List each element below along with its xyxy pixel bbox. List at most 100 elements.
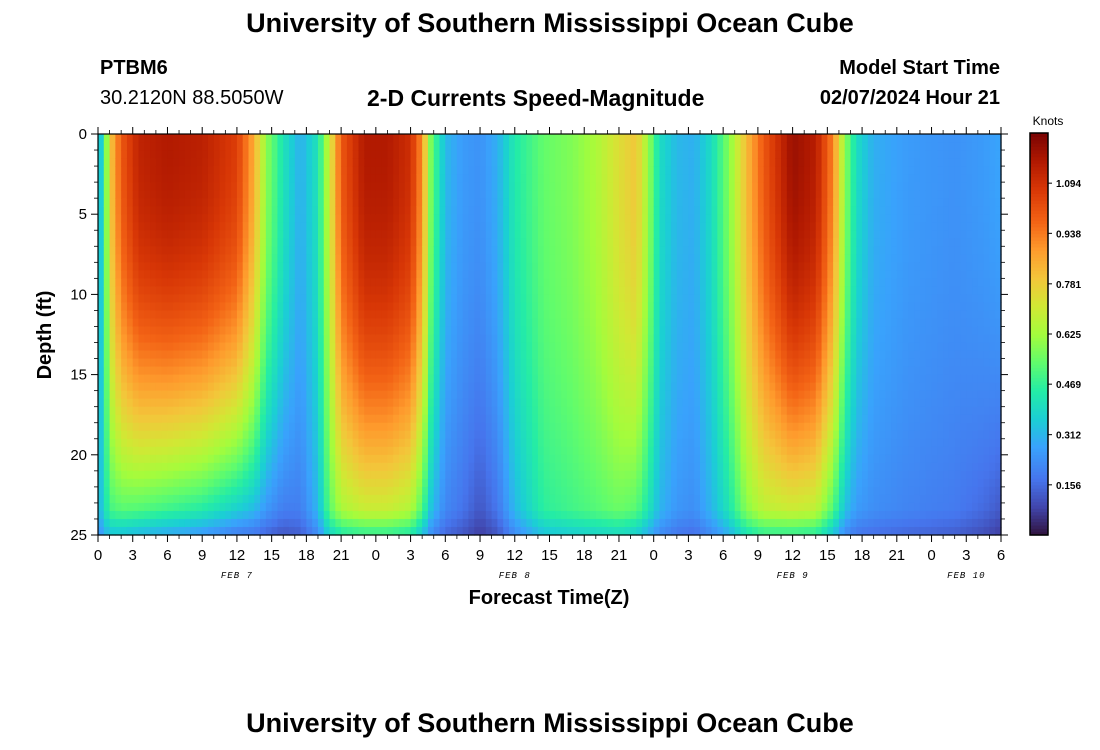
heatmap-cell xyxy=(537,142,545,151)
heatmap-cell xyxy=(346,486,354,496)
heatmap-cell xyxy=(433,134,441,143)
heatmap-cell xyxy=(572,510,580,520)
heatmap-cell xyxy=(184,342,192,352)
heatmap-cell xyxy=(155,190,163,199)
heatmap-cell xyxy=(364,326,371,336)
heatmap-cell xyxy=(456,238,464,247)
heatmap-cell xyxy=(653,238,661,247)
heatmap-cell xyxy=(439,174,446,183)
heatmap-cell xyxy=(451,254,458,263)
heatmap-cell xyxy=(242,358,250,368)
heatmap-cell xyxy=(624,398,632,408)
heatmap-cell xyxy=(601,182,608,191)
heatmap-cell xyxy=(265,246,273,255)
heatmap-cell xyxy=(433,510,441,520)
heatmap-cell xyxy=(653,326,661,336)
heatmap-cell xyxy=(254,350,261,360)
heatmap-cell xyxy=(595,142,603,151)
heatmap-cell xyxy=(144,494,151,504)
heatmap-cell xyxy=(416,286,423,295)
heatmap-cell xyxy=(497,278,504,287)
heatmap-cell xyxy=(260,270,267,279)
heatmap-cell xyxy=(427,478,435,488)
heatmap-cell xyxy=(630,238,637,247)
heatmap-cell xyxy=(219,470,226,480)
heatmap-cell xyxy=(375,398,383,408)
heatmap-cell xyxy=(584,334,591,344)
heatmap-cell xyxy=(671,286,678,295)
heatmap-cell xyxy=(115,238,122,247)
heatmap-cell xyxy=(387,334,394,344)
heatmap-cell xyxy=(485,142,493,151)
heatmap-cell xyxy=(277,166,284,175)
heatmap-cell xyxy=(410,334,417,344)
heatmap-cell xyxy=(451,174,458,183)
heatmap-cell xyxy=(520,342,527,352)
heatmap-cell xyxy=(358,238,365,247)
heatmap-cell xyxy=(265,230,273,239)
heatmap-cell xyxy=(422,254,429,263)
heatmap-cell xyxy=(636,166,643,175)
heatmap-cell xyxy=(329,430,336,440)
heatmap-cell xyxy=(503,350,510,360)
heatmap-cell xyxy=(115,150,122,159)
heatmap-cell xyxy=(231,342,238,352)
heatmap-cell xyxy=(213,462,221,472)
heatmap-cell xyxy=(653,518,661,528)
heatmap-cell xyxy=(595,486,603,496)
heatmap-cell xyxy=(555,454,562,464)
heatmap-cell xyxy=(445,246,452,255)
heatmap-cell xyxy=(381,286,389,295)
heatmap-cell xyxy=(537,374,545,384)
heatmap-cell xyxy=(364,366,371,376)
heatmap-cell xyxy=(219,406,226,416)
heatmap-cell xyxy=(410,206,417,215)
heatmap-cell xyxy=(364,142,371,151)
heatmap-cell xyxy=(98,366,105,376)
heatmap-cell xyxy=(341,358,348,368)
heatmap-cell xyxy=(242,374,250,384)
heatmap-cell xyxy=(346,382,354,392)
heatmap-cell xyxy=(439,134,446,143)
heatmap-cell xyxy=(590,342,597,352)
heatmap-cell xyxy=(671,326,678,336)
heatmap-cell xyxy=(289,366,296,376)
heatmap-cell xyxy=(393,182,400,191)
heatmap-cell xyxy=(196,174,203,183)
heatmap-cell xyxy=(260,510,267,520)
heatmap-cell xyxy=(636,510,643,520)
heatmap-cell xyxy=(480,150,487,159)
heatmap-cell xyxy=(647,246,655,255)
heatmap-cell xyxy=(219,326,226,336)
heatmap-cell xyxy=(445,350,452,360)
heatmap-cell xyxy=(584,190,591,199)
heatmap-cell xyxy=(381,206,389,215)
heatmap-cell xyxy=(254,174,261,183)
heatmap-cell xyxy=(370,302,377,312)
heatmap-cell xyxy=(561,382,568,392)
heatmap-cell xyxy=(242,174,250,183)
heatmap-cell xyxy=(144,230,151,239)
heatmap-cell xyxy=(503,254,510,263)
heatmap-cell xyxy=(184,150,192,159)
heatmap-cell xyxy=(416,158,423,167)
heatmap-cell xyxy=(618,246,626,255)
heatmap-cell xyxy=(341,294,348,304)
heatmap-cell xyxy=(219,502,226,512)
heatmap-cell xyxy=(549,230,556,239)
heatmap-cell xyxy=(520,462,527,472)
heatmap-cell xyxy=(126,446,134,456)
heatmap-cell xyxy=(358,462,365,472)
heatmap-cell xyxy=(352,430,360,440)
heatmap-cell xyxy=(630,166,637,175)
heatmap-cell xyxy=(543,366,551,376)
heatmap-cell xyxy=(451,334,458,344)
heatmap-cell xyxy=(335,406,342,416)
heatmap-cell xyxy=(202,214,209,223)
heatmap-cell xyxy=(254,286,261,295)
heatmap-cell xyxy=(607,190,614,199)
heatmap-cell xyxy=(346,198,354,207)
heatmap-cell xyxy=(595,454,603,464)
heatmap-cell xyxy=(607,406,614,416)
heatmap-cell xyxy=(236,190,244,199)
